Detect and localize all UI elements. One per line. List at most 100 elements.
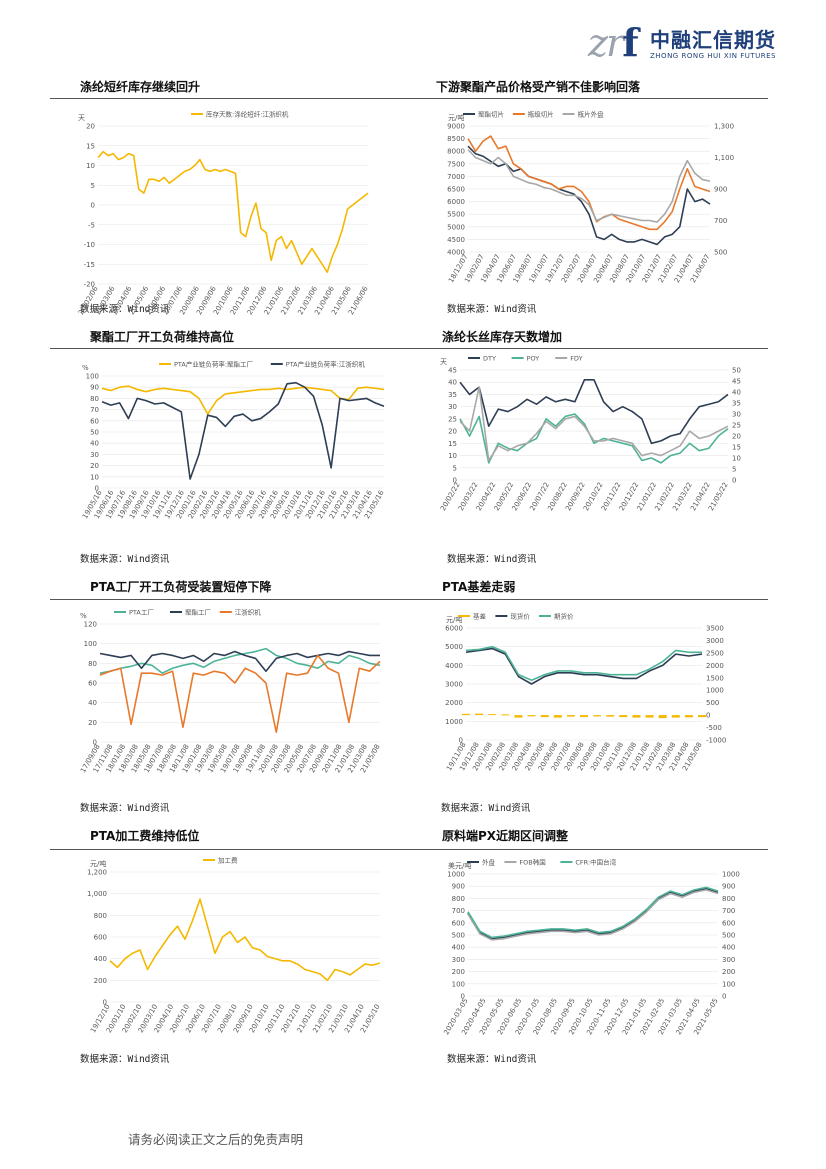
y-tick-label: 0: [453, 477, 457, 485]
section-title: 聚酯工厂开工负荷维持高位: [90, 330, 235, 344]
y-tick-label: 100: [86, 373, 99, 381]
section-title: 涤纶长丝库存天数增加: [442, 330, 563, 344]
y-tick-label: 0: [95, 485, 99, 493]
y-tick-label: 0: [103, 999, 107, 1007]
y-tick-label: 15: [448, 440, 457, 448]
legend-label: PTA产业链负荷率:江浙织机: [286, 360, 366, 369]
legend-label: 期货价: [554, 612, 574, 621]
y-tick-label: 15: [86, 142, 95, 150]
y-tick-label: 10: [448, 452, 457, 460]
y-tick-label: 5000: [447, 223, 465, 231]
y2-tick-label: 40: [732, 389, 741, 397]
y-tick-label: 20: [88, 719, 97, 727]
axis-unit-label: %: [82, 364, 89, 372]
bar-basis: [606, 715, 615, 717]
y-tick-label: 4000: [447, 249, 465, 257]
y-tick-label: -20: [84, 281, 95, 289]
y-tick-label: 400: [452, 944, 465, 952]
y-tick-label: 8500: [447, 135, 465, 143]
y-tick-label: 0: [459, 737, 463, 745]
data-source: 数据来源：Wind资讯: [447, 1054, 537, 1065]
logo-chinese-name: 中融汇信期货: [650, 28, 776, 52]
y-tick-label: 2000: [445, 699, 463, 707]
section-title: 下游聚酯产品价格受产销不佳影响回落: [436, 80, 641, 94]
bar-basis: [619, 715, 628, 718]
y2-tick-label: 200: [722, 968, 735, 976]
series-line: [459, 378, 729, 445]
y-tick-label: 800: [452, 895, 465, 903]
axis-unit-label: %: [80, 612, 87, 620]
disclaimer-footer: 请务必阅读正文之后的免责声明: [128, 1132, 304, 1147]
chart-short-fiber-inventory: 天20151050-5-10-15-2020/02/0620/03/0620/0…: [77, 110, 370, 317]
y-tick-label: 500: [452, 932, 465, 940]
section-title: 原料端PX近期区间调整: [442, 829, 569, 843]
y2-tick-label: 3500: [706, 625, 724, 633]
series-line: [467, 887, 719, 940]
y2-tick-label: 1500: [706, 674, 724, 682]
y2-tick-label: 30: [732, 411, 741, 419]
bar-basis: [566, 715, 575, 717]
bar-basis: [501, 714, 510, 716]
legend-label: FOB韩国: [519, 858, 545, 867]
y-tick-label: 100: [84, 640, 97, 648]
y2-tick-label: 1,300: [714, 123, 734, 131]
y-tick-label: 10: [90, 473, 99, 481]
y-tick-label: 900: [452, 883, 465, 891]
divider: [50, 599, 768, 600]
axis-unit-label: 美元/吨: [448, 861, 471, 870]
y2-tick-label: 3000: [706, 637, 724, 645]
legend-label: 基差: [473, 612, 487, 621]
bar-basis: [553, 715, 562, 718]
y-tick-label: 5: [91, 182, 95, 190]
legend-label: 外盘: [482, 858, 496, 867]
y-tick-label: 5: [453, 464, 457, 472]
y-tick-label: 120: [84, 621, 97, 629]
bar-basis: [684, 715, 693, 718]
legend-label: 聚酯工厂: [185, 609, 212, 617]
section-title: PTA工厂开工负荷受装置短停下降: [90, 580, 272, 594]
data-source: 数据来源：Wind资讯: [80, 1054, 170, 1065]
series-line: [459, 413, 729, 464]
y-tick-label: 0: [461, 993, 465, 1001]
y2-tick-label: 500: [714, 249, 727, 257]
y2-tick-label: 0: [706, 712, 710, 720]
y-tick-label: 20: [448, 428, 457, 436]
axis-unit-label: 天: [440, 358, 447, 366]
y2-tick-label: 400: [722, 944, 735, 952]
y2-tick-label: 2500: [706, 649, 724, 657]
legend-label: 现货价: [510, 612, 530, 621]
y-tick-label: 6000: [445, 625, 463, 633]
divider: [50, 98, 768, 99]
bar-basis: [580, 715, 588, 718]
y-tick-label: 600: [452, 919, 465, 927]
legend-label: 库存天数:涤纶短纤:江浙织机: [206, 110, 289, 119]
y-tick-label: 700: [452, 907, 465, 915]
y-tick-label: 80: [90, 395, 99, 403]
y-tick-label: 90: [90, 384, 99, 392]
y-tick-label: 400: [94, 955, 107, 963]
y2-tick-label: 700: [714, 217, 727, 225]
y-tick-label: 1000: [447, 871, 465, 879]
axis-unit-label: 元/吨: [90, 859, 106, 868]
y-tick-label: 300: [452, 956, 465, 964]
data-source: 数据来源：Wind资讯: [80, 304, 170, 315]
chart-pta-basis: 元/吨6000500040003000200010000350030002500…: [445, 612, 726, 773]
series-line: [101, 385, 385, 415]
y-tick-label: 1,200: [87, 869, 107, 877]
series-line: [467, 149, 711, 223]
y2-tick-label: 600: [722, 919, 735, 927]
y-tick-label: 20: [90, 462, 99, 470]
y-tick-label: 5000: [445, 643, 463, 651]
y-tick-label: 800: [94, 912, 107, 920]
y2-tick-label: 35: [732, 400, 741, 408]
data-source: 数据来源：Wind资讯: [80, 803, 170, 814]
chart-px-prices: 美元/吨100090080070060050040030020010001000…: [442, 858, 739, 1037]
y-tick-label: 30: [90, 451, 99, 459]
bar-basis: [698, 715, 706, 718]
y2-tick-label: 5: [732, 466, 736, 474]
bar-basis: [514, 715, 523, 718]
series-line: [467, 886, 719, 939]
bar-basis: [645, 715, 654, 718]
y2-tick-label: 300: [722, 956, 735, 964]
